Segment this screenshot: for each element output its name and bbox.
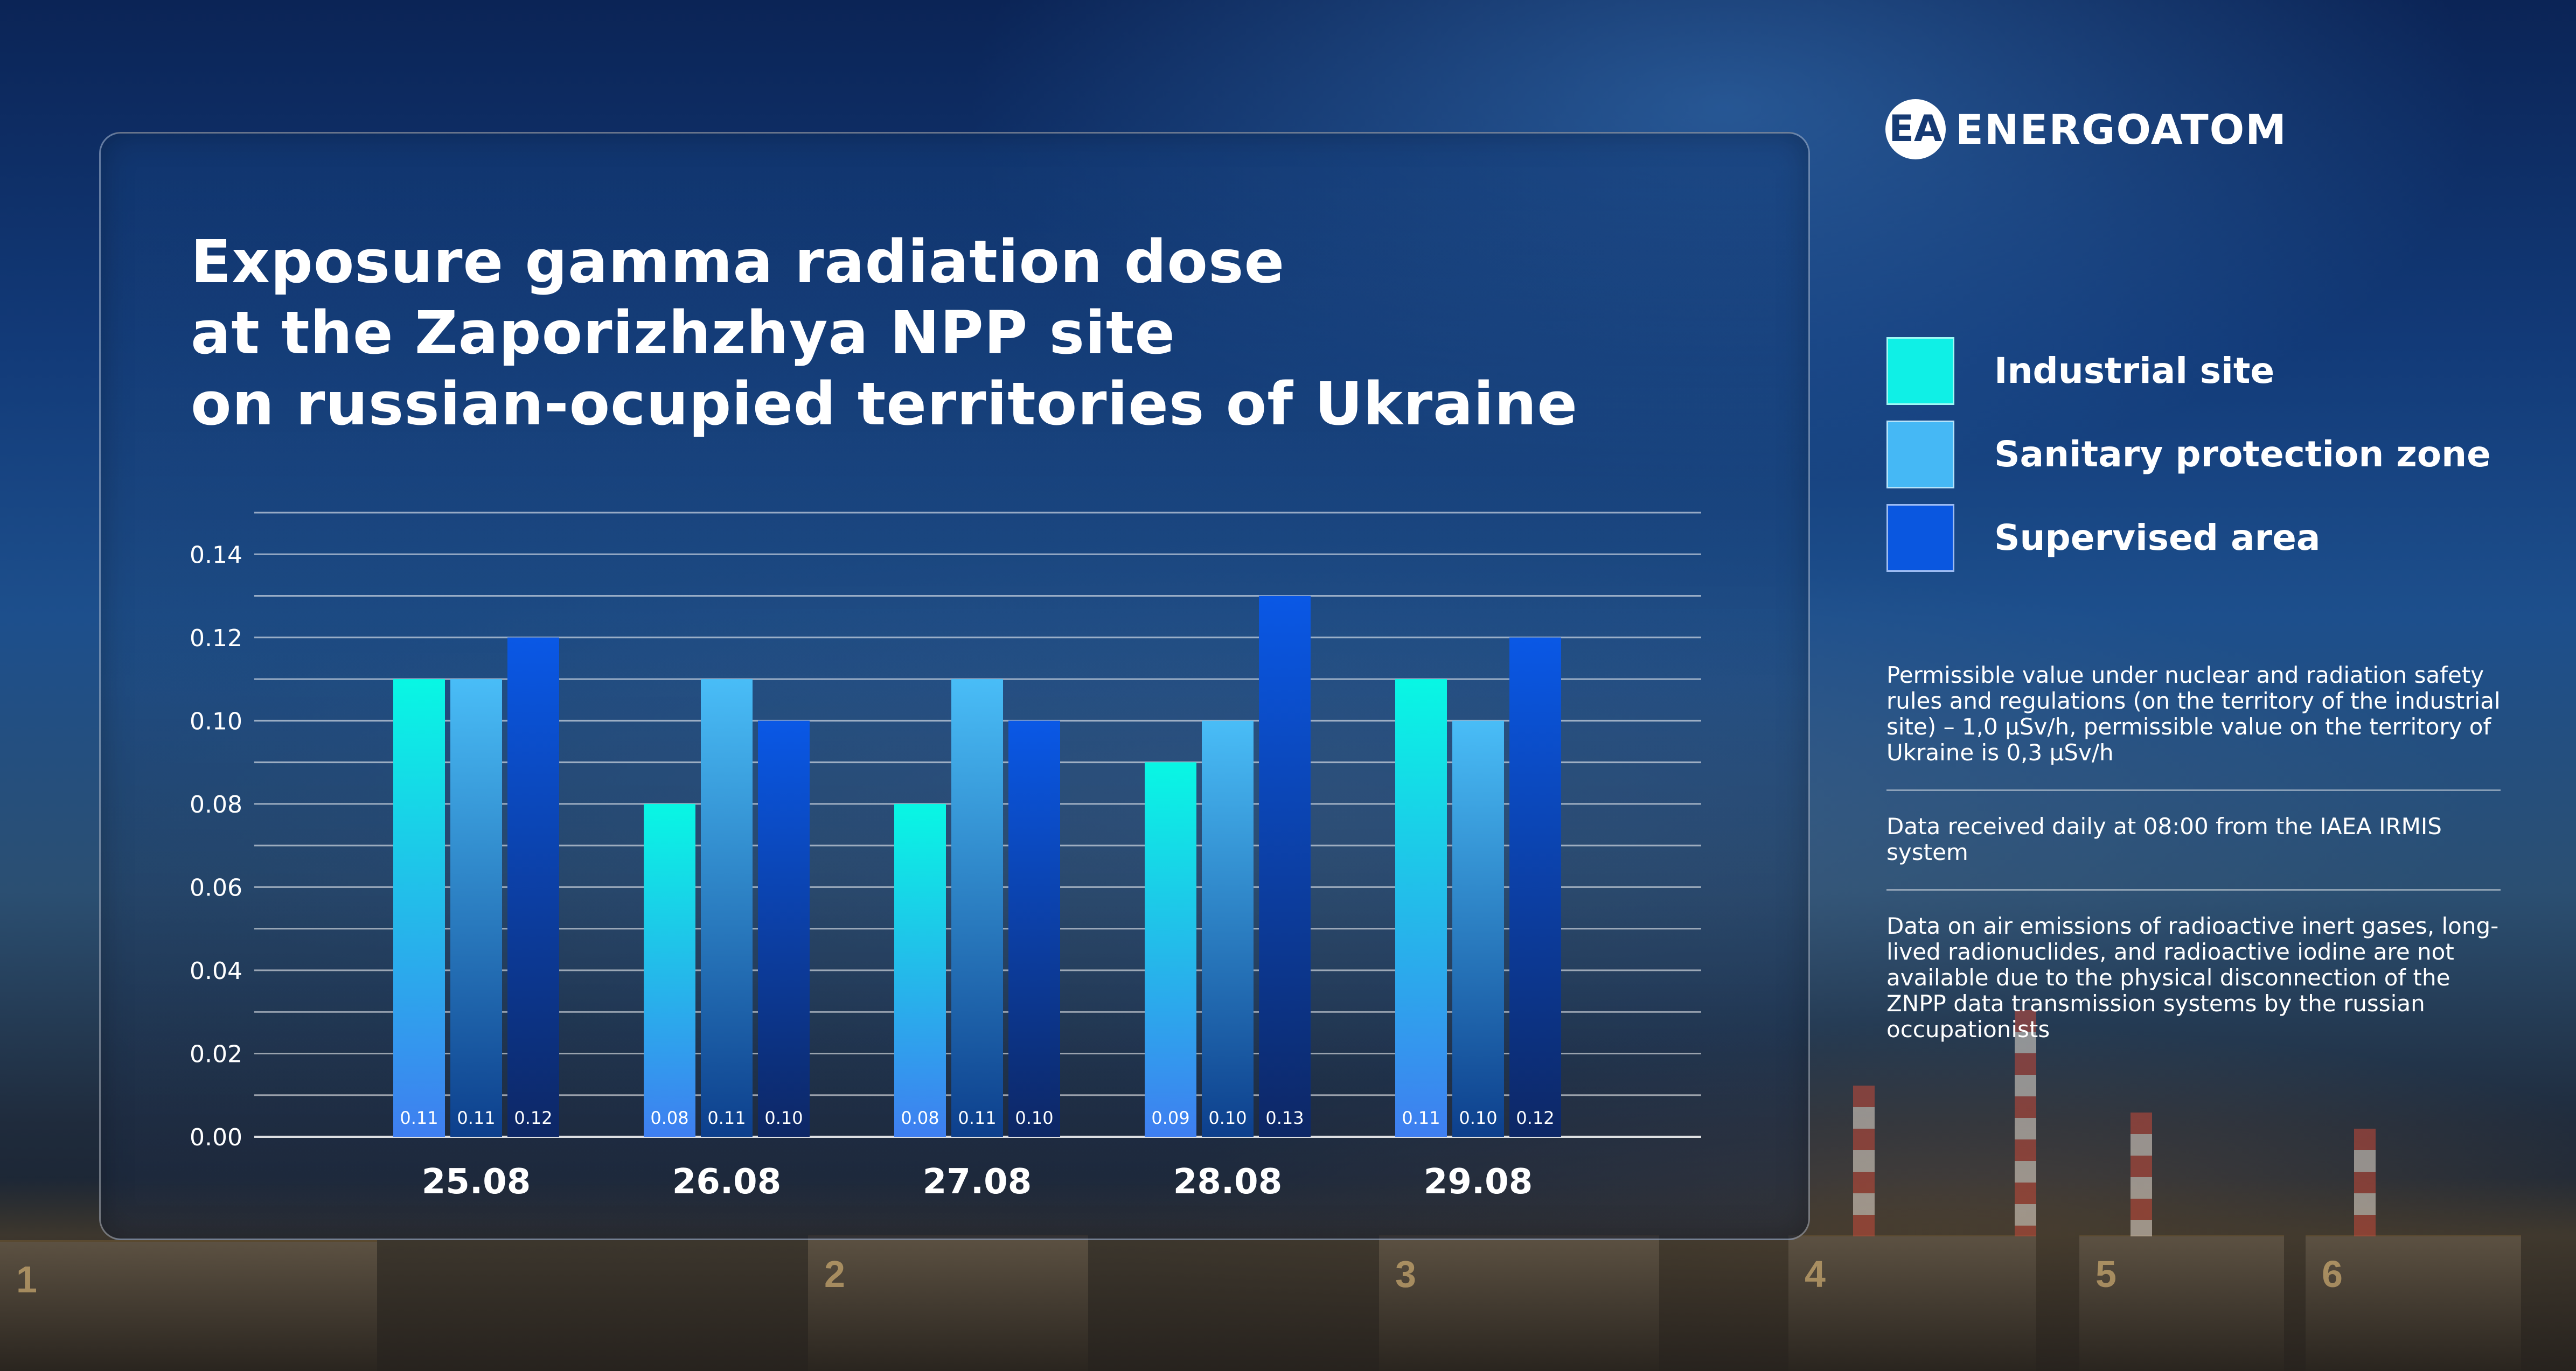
y-tick-label: 0.02 [190, 1040, 242, 1068]
chart-title-line-3: on russian-ocupied territories of Ukrain… [191, 369, 1578, 438]
chimney-stack [2354, 1129, 2376, 1236]
energoatom-logo-icon: EA [1885, 99, 1946, 159]
y-tick-label: 0.08 [190, 791, 242, 819]
note-permissible-value: Permissible value under nuclear and radi… [1886, 662, 2501, 766]
chart-title-line-2: at the Zaporizhzhya NPP site [191, 298, 1176, 367]
y-tick-label: 0.12 [190, 625, 242, 652]
legend-swatch-sanitary-protection-zone [1886, 420, 1954, 488]
reactor-block-6-number: 6 [2322, 1253, 2343, 1295]
reactor-block-4-number: 4 [1805, 1253, 1826, 1295]
bar-value-label: 0.11 [958, 1108, 996, 1128]
chart-bars: 0.11 0.11 0.12 0.08 0.11 0.10 0.08 0.11 0.10 0.09… [393, 596, 1561, 1137]
reactor-block-3-number: 3 [1395, 1253, 1416, 1295]
bar-sanitary-protection-zone [450, 679, 502, 1137]
x-axis: 25.08 26.08 27.08 28.08 29.08 [422, 1162, 1533, 1202]
y-tick-label: 0.14 [190, 541, 242, 569]
bar-value-label: 0.11 [707, 1108, 746, 1128]
chart-legend: Industrial site Sanitary protection zone… [1886, 337, 2491, 587]
note-divider [1886, 789, 2501, 791]
legend-label: Sanitary protection zone [1994, 433, 2491, 475]
reactor-block-4: 4 [1788, 1235, 2036, 1371]
bar-value-label: 0.10 [1459, 1108, 1497, 1128]
x-tick-label: 29.08 [1424, 1162, 1533, 1202]
bar-industrial-site [1395, 679, 1447, 1137]
energoatom-logo-mark: EA [1889, 108, 1943, 150]
bar-value-label: 0.08 [650, 1108, 688, 1128]
bar-industrial-site [644, 803, 695, 1137]
reactor-block-1-number: 1 [16, 1258, 37, 1300]
bar-sanitary-protection-zone [1202, 721, 1254, 1137]
chart-title-line-1: Exposure gamma radiation dose [191, 227, 1285, 296]
bar-sanitary-protection-zone [701, 679, 753, 1137]
reactor-block-2-number: 2 [824, 1253, 845, 1295]
bar-value-label: 0.11 [457, 1108, 495, 1128]
bar-industrial-site [894, 803, 946, 1137]
x-tick-label: 27.08 [923, 1162, 1032, 1202]
bar-industrial-site [1145, 762, 1196, 1137]
bar-supervised-area [1008, 721, 1060, 1137]
chart-notes: Permissible value under nuclear and radi… [1886, 662, 2501, 1043]
reactor-block-5: 5 [2079, 1235, 2284, 1371]
y-tick-label: 0.06 [190, 874, 242, 901]
bar-sanitary-protection-zone [951, 679, 1003, 1137]
legend-item-supervised-area: Supervised area [1886, 503, 2491, 572]
bar-supervised-area [1509, 637, 1561, 1137]
bar-supervised-area [758, 721, 810, 1137]
x-tick-label: 28.08 [1173, 1162, 1282, 1202]
y-tick-label: 0.04 [190, 957, 242, 985]
y-axis: 0.00 0.02 0.04 0.06 0.08 0.10 0.12 0.14 [190, 541, 242, 1151]
note-data-source: Data received daily at 08:00 from the IA… [1886, 813, 2442, 865]
legend-item-industrial-site: Industrial site [1886, 337, 2491, 405]
x-tick-label: 26.08 [672, 1162, 781, 1202]
bar-supervised-area [1259, 596, 1311, 1137]
bar-value-label: 0.11 [1402, 1108, 1440, 1128]
chart-title: Exposure gamma radiation dose at the Zap… [191, 226, 1578, 439]
bar-value-label: 0.10 [1208, 1108, 1247, 1128]
bar-value-label: 0.08 [901, 1108, 939, 1128]
chimney-stack [2131, 1113, 2152, 1236]
chimney-stack [2015, 1010, 2036, 1236]
x-tick-label: 25.08 [422, 1162, 531, 1202]
note-divider [1886, 889, 2501, 891]
chimney-stack [1853, 1086, 1875, 1236]
bar-value-label: 0.12 [514, 1108, 552, 1128]
reactor-block-2: 2 [808, 1235, 1088, 1371]
legend-label: Industrial site [1994, 350, 2275, 391]
reactor-block-6: 6 [2306, 1235, 2521, 1371]
legend-swatch-industrial-site [1886, 337, 1954, 405]
energoatom-logo: EA ENERGOATOM [1885, 97, 2287, 162]
note-data-unavailable: Data on air emissions of radioactive ine… [1886, 913, 2499, 1043]
legend-swatch-supervised-area [1886, 503, 1954, 572]
reactor-block-1: 1 [0, 1240, 377, 1371]
y-tick-label: 0.00 [190, 1124, 242, 1151]
energoatom-logo-text: ENERGOATOM [1955, 105, 2287, 153]
bar-industrial-site [393, 679, 445, 1137]
bar-value-label: 0.12 [1516, 1108, 1554, 1128]
bar-supervised-area [507, 637, 559, 1137]
bar-value-label: 0.11 [400, 1108, 438, 1128]
legend-label: Supervised area [1994, 517, 2321, 558]
y-tick-label: 0.10 [190, 708, 242, 735]
bar-sanitary-protection-zone [1452, 721, 1504, 1137]
bar-value-label: 0.13 [1265, 1108, 1304, 1128]
bar-value-label: 0.10 [764, 1108, 803, 1128]
bar-value-label: 0.10 [1015, 1108, 1053, 1128]
legend-item-sanitary-protection-zone: Sanitary protection zone [1886, 420, 2491, 488]
bar-value-label: 0.09 [1151, 1108, 1189, 1128]
reactor-block-5-number: 5 [2095, 1253, 2117, 1295]
